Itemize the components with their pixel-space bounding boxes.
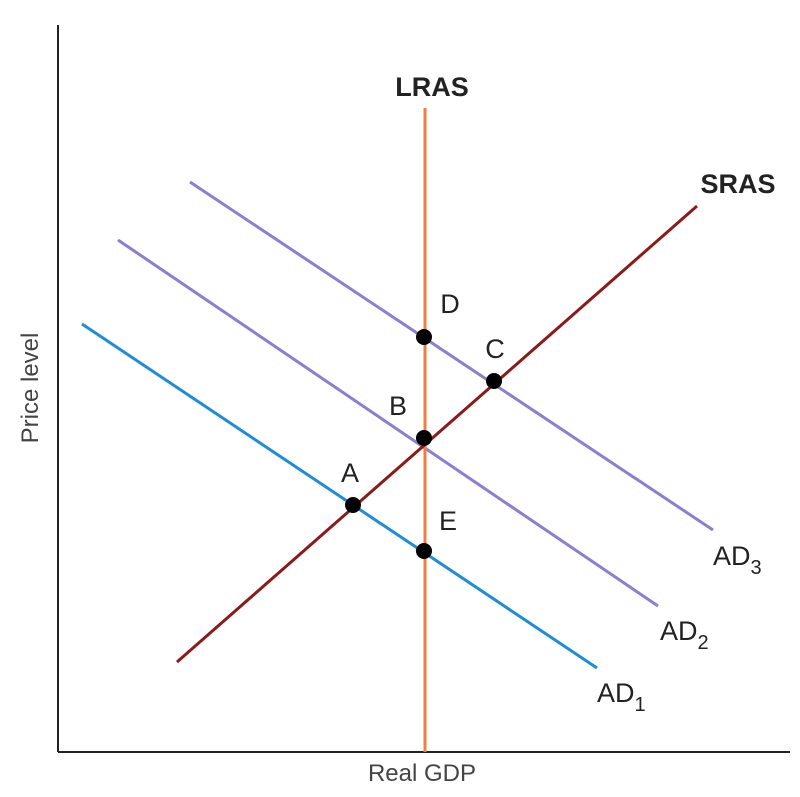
sras-curve (176, 204, 698, 664)
sras-label: SRAS (700, 169, 775, 199)
ad2-name: AD (660, 616, 698, 646)
ad3-curve (189, 180, 714, 532)
ad1-name: AD (597, 678, 635, 708)
x-axis-label: Real GDP (368, 760, 476, 787)
point-e (416, 543, 432, 559)
ad1-curve (81, 322, 598, 670)
y-axis-label: Price level (17, 333, 44, 444)
ad2-curve (117, 238, 659, 608)
point-a (345, 497, 361, 513)
point-label: A (341, 458, 359, 488)
point-label: E (439, 506, 457, 536)
ad1-label: AD1 (597, 678, 646, 716)
ad3-name: AD (713, 541, 751, 571)
point-label: D (440, 289, 460, 319)
ad3-label: AD3 (713, 541, 762, 579)
point-label: B (389, 391, 407, 421)
lras-label: LRAS (395, 72, 469, 102)
ad2-subscript: 2 (698, 632, 709, 654)
point-label: C (485, 334, 505, 364)
point-c (486, 373, 502, 389)
ad1-subscript: 1 (635, 694, 646, 716)
ad3-subscript: 3 (751, 557, 762, 579)
ad2-label: AD2 (660, 616, 709, 654)
point-d (416, 329, 432, 345)
point-b (416, 430, 432, 446)
